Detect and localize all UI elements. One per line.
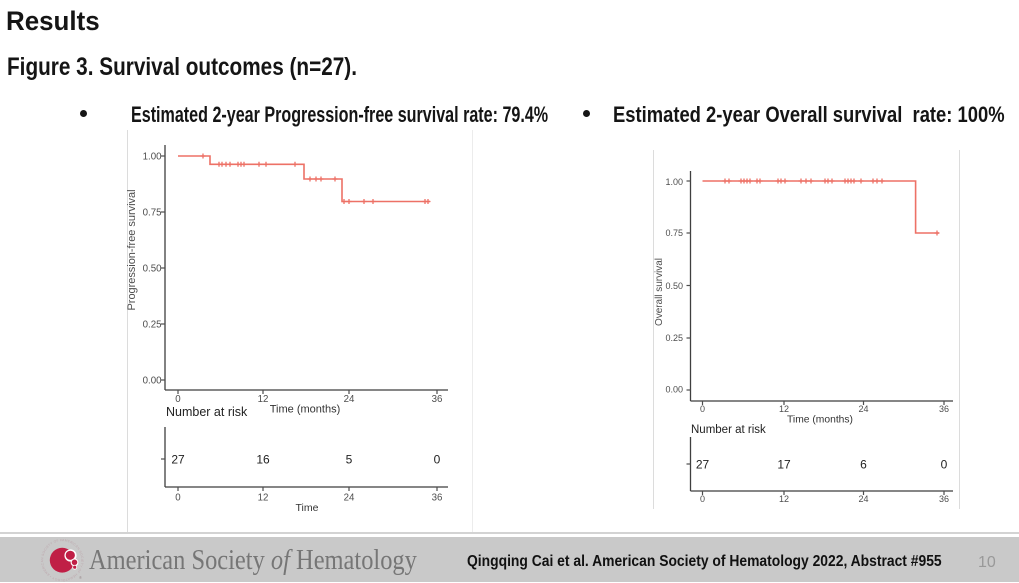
svg-text:Progression-free survival: Progression-free survival	[127, 190, 138, 311]
svg-text:24: 24	[344, 394, 355, 405]
svg-text:0.75: 0.75	[665, 228, 683, 238]
svg-text:0: 0	[700, 404, 705, 414]
svg-text:16: 16	[256, 453, 270, 467]
svg-text:0: 0	[175, 394, 181, 405]
svg-text:24: 24	[858, 404, 868, 414]
svg-text:0.50: 0.50	[665, 281, 683, 291]
svg-text:Number at risk: Number at risk	[691, 424, 766, 436]
svg-text:0.25: 0.25	[143, 320, 162, 331]
svg-text:12: 12	[258, 493, 269, 504]
svg-text:27: 27	[696, 458, 710, 472]
svg-text:0: 0	[700, 494, 705, 504]
svg-text:®: ®	[79, 575, 82, 580]
svg-text:1.00: 1.00	[665, 177, 683, 187]
svg-text:6: 6	[860, 458, 867, 472]
svg-text:Time (months): Time (months)	[270, 404, 341, 416]
svg-text:0.50: 0.50	[143, 264, 162, 275]
svg-text:0: 0	[434, 453, 441, 467]
svg-text:5: 5	[346, 453, 353, 467]
svg-text:0.00: 0.00	[665, 385, 683, 395]
svg-text:36: 36	[939, 404, 949, 414]
svg-text:Overall survival: Overall survival	[654, 258, 665, 326]
svg-text:0: 0	[941, 458, 948, 472]
svg-text:1.00: 1.00	[143, 152, 162, 163]
svg-text:24: 24	[858, 494, 868, 504]
svg-text:12: 12	[779, 404, 789, 414]
svg-text:12: 12	[258, 394, 269, 405]
svg-text:36: 36	[432, 493, 443, 504]
svg-text:36: 36	[939, 494, 949, 504]
svg-text:0: 0	[175, 493, 181, 504]
svg-text:0.00: 0.00	[143, 376, 162, 387]
svg-text:0.75: 0.75	[143, 208, 162, 219]
svg-text:0.25: 0.25	[665, 333, 683, 343]
svg-text:17: 17	[777, 458, 791, 472]
svg-text:27: 27	[171, 453, 185, 467]
svg-text:12: 12	[779, 494, 789, 504]
svg-text:36: 36	[432, 394, 443, 405]
svg-text:Time (months): Time (months)	[787, 415, 853, 426]
svg-text:Number at risk: Number at risk	[166, 405, 248, 419]
svg-text:Time: Time	[296, 502, 319, 514]
svg-text:24: 24	[344, 493, 355, 504]
